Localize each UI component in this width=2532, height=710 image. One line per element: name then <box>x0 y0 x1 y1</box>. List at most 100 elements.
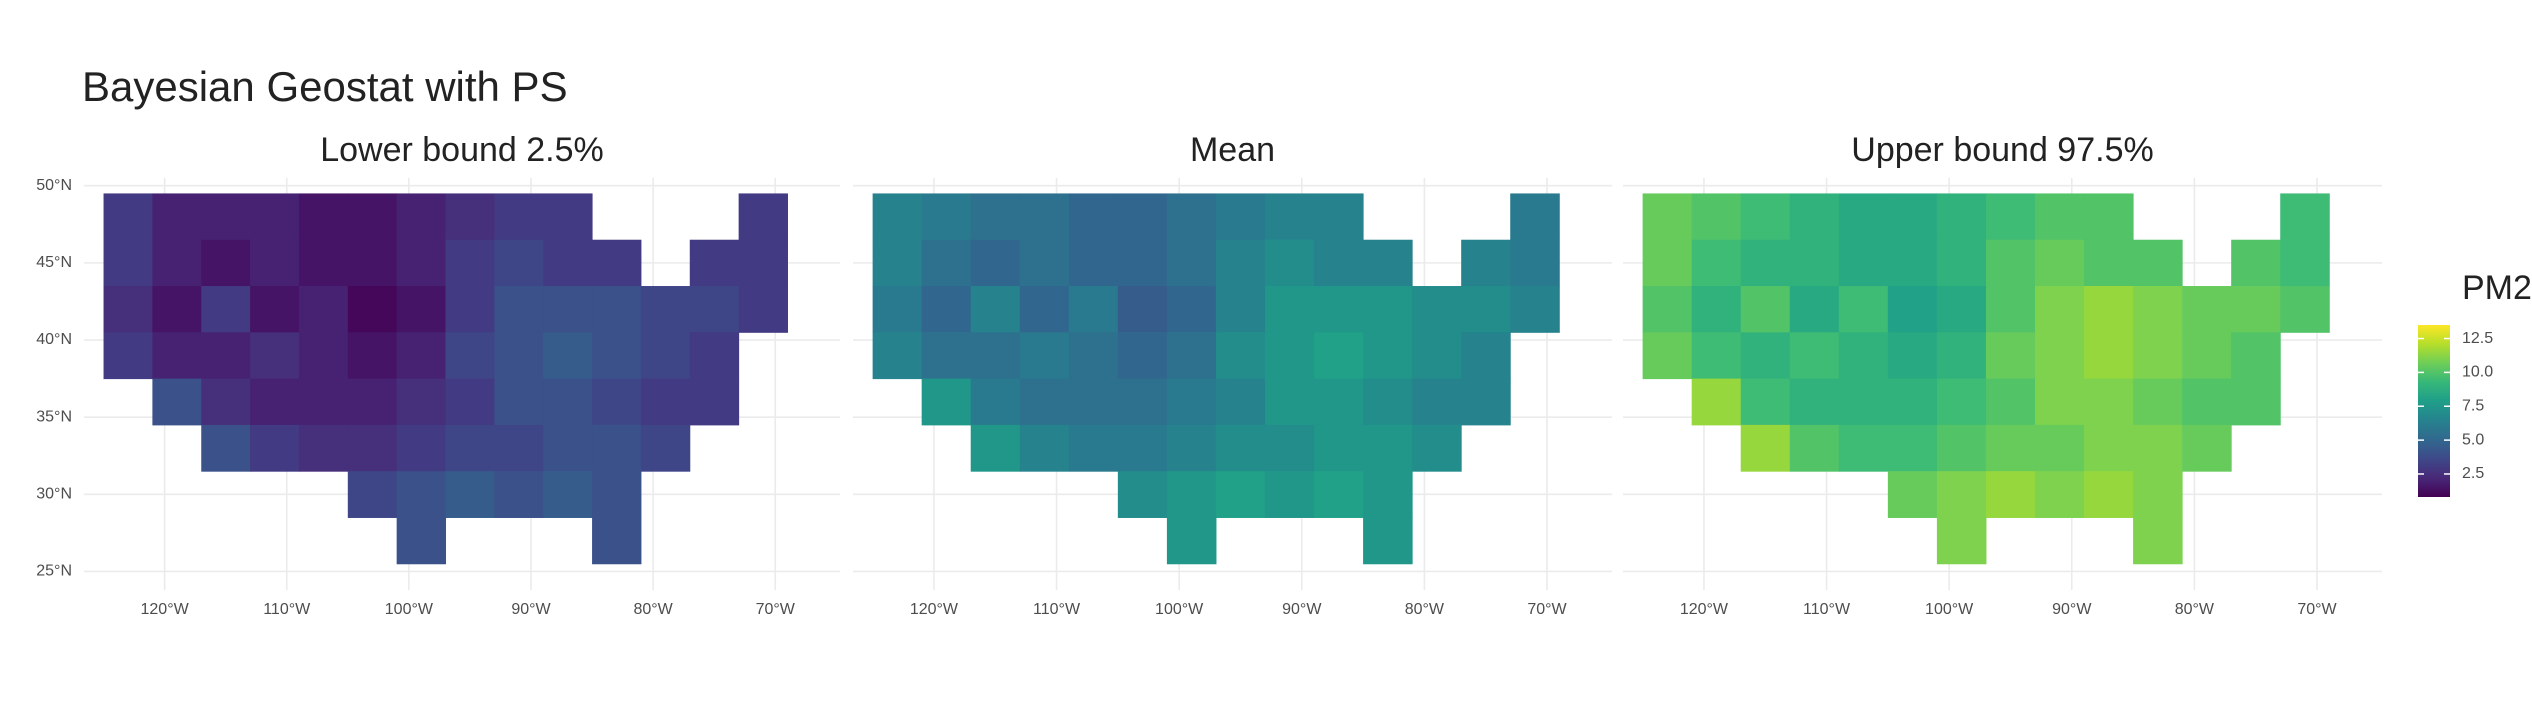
raster-cell <box>298 424 349 472</box>
raster-cell <box>1936 424 1987 472</box>
raster-cell <box>1117 332 1168 380</box>
raster-cell <box>1691 286 1742 333</box>
raster-cell <box>1985 424 2036 472</box>
raster-cell <box>152 286 202 333</box>
raster-cell <box>1166 517 1217 565</box>
raster-cell <box>1166 332 1217 380</box>
raster-cell <box>201 378 251 426</box>
raster-cell <box>1166 286 1217 333</box>
raster-cell <box>445 286 495 333</box>
raster-cell <box>872 332 923 380</box>
raster-cell <box>396 193 447 241</box>
raster-cell <box>2084 332 2134 380</box>
raster-cell <box>1461 332 1511 380</box>
raster-cell <box>640 378 691 426</box>
raster-cell <box>543 286 593 333</box>
raster-cell <box>1789 193 1840 241</box>
raster-cell <box>1887 239 1938 287</box>
raster-cell <box>1985 332 2036 380</box>
raster-cell <box>1166 471 1217 518</box>
raster-cell <box>592 471 642 518</box>
x-tick-label: 120°W <box>910 601 959 618</box>
raster-cell <box>1936 332 1987 380</box>
raster-cell <box>2034 286 2085 333</box>
raster-cell <box>1166 378 1217 426</box>
raster-cell <box>494 424 544 472</box>
raster-cell <box>2084 471 2134 518</box>
raster-cell <box>2182 332 2232 380</box>
raster-cell <box>445 378 495 426</box>
raster-cell <box>1461 286 1511 333</box>
raster-cell <box>543 239 593 287</box>
x-tick-label: 120°W <box>1680 601 1729 618</box>
raster-cell <box>1314 193 1364 241</box>
raster-cell <box>152 193 202 241</box>
raster-cell <box>250 332 300 380</box>
x-tick-label: 100°W <box>1155 601 1204 618</box>
raster-cell <box>1740 424 1791 472</box>
raster-cell <box>2280 239 2330 287</box>
raster-cell <box>1887 193 1938 241</box>
raster-cell <box>152 332 202 380</box>
chart-title: Bayesian Geostat with PS <box>82 63 568 110</box>
raster-cell <box>1887 378 1938 426</box>
raster-cell <box>1510 239 1560 287</box>
x-tick-label: 80°W <box>633 601 673 618</box>
raster-cell <box>2084 424 2134 472</box>
raster-cell <box>2133 517 2183 565</box>
raster-cell <box>250 193 300 241</box>
raster-cell <box>1510 286 1560 333</box>
raster-cell <box>970 378 1021 426</box>
raster-cell <box>1363 239 1413 287</box>
raster-cell <box>2231 332 2281 380</box>
raster-cell <box>1740 193 1791 241</box>
colorbar-label: 2.5 <box>2462 465 2484 482</box>
y-tick-label: 50°N <box>36 177 72 194</box>
raster-cell <box>1363 471 1413 518</box>
raster-cell <box>592 332 642 380</box>
raster-cell <box>347 332 398 380</box>
raster-cell <box>1314 471 1364 518</box>
raster-cell <box>2182 424 2232 472</box>
x-tick-label: 100°W <box>385 601 434 618</box>
raster-cell <box>1642 193 1693 241</box>
raster-cell <box>872 286 923 333</box>
y-tick-label: 35°N <box>36 408 72 425</box>
raster-cell <box>1019 424 1070 472</box>
raster-cell <box>201 193 251 241</box>
raster-cell <box>921 286 972 333</box>
raster-cell <box>396 332 447 380</box>
raster-cell <box>2133 239 2183 287</box>
raster-cell <box>103 332 153 380</box>
raster-cell <box>2034 424 2085 472</box>
raster-cell <box>1264 239 1315 287</box>
raster-cell <box>2280 193 2330 241</box>
raster-cell <box>2084 193 2134 241</box>
facet-title: Upper bound 97.5% <box>1851 131 2153 169</box>
raster-cell <box>921 239 972 287</box>
raster-cell <box>445 471 495 518</box>
raster-cell <box>1264 286 1315 333</box>
raster-cell <box>738 286 788 333</box>
raster-cell <box>1117 424 1168 472</box>
raster-cell <box>1691 378 1742 426</box>
raster-cell <box>2084 378 2134 426</box>
raster-cell <box>1740 286 1791 333</box>
raster-cell <box>872 193 923 241</box>
colorbar-label: 12.5 <box>2462 330 2493 347</box>
raster-cell <box>1642 286 1693 333</box>
raster-cell <box>1838 378 1889 426</box>
raster-cell <box>689 332 740 380</box>
raster-cell <box>640 424 691 472</box>
raster-cell <box>445 193 495 241</box>
raster-cell <box>347 193 398 241</box>
raster-cell <box>2133 424 2183 472</box>
x-tick-label: 110°W <box>1033 601 1081 618</box>
raster-cell <box>1412 286 1462 333</box>
raster-cell <box>201 424 251 472</box>
raster-cell <box>2034 471 2085 518</box>
facet-title: Mean <box>1190 131 1275 169</box>
x-tick-label: 70°W <box>1527 601 1567 618</box>
x-tick-label: 70°W <box>756 601 796 618</box>
